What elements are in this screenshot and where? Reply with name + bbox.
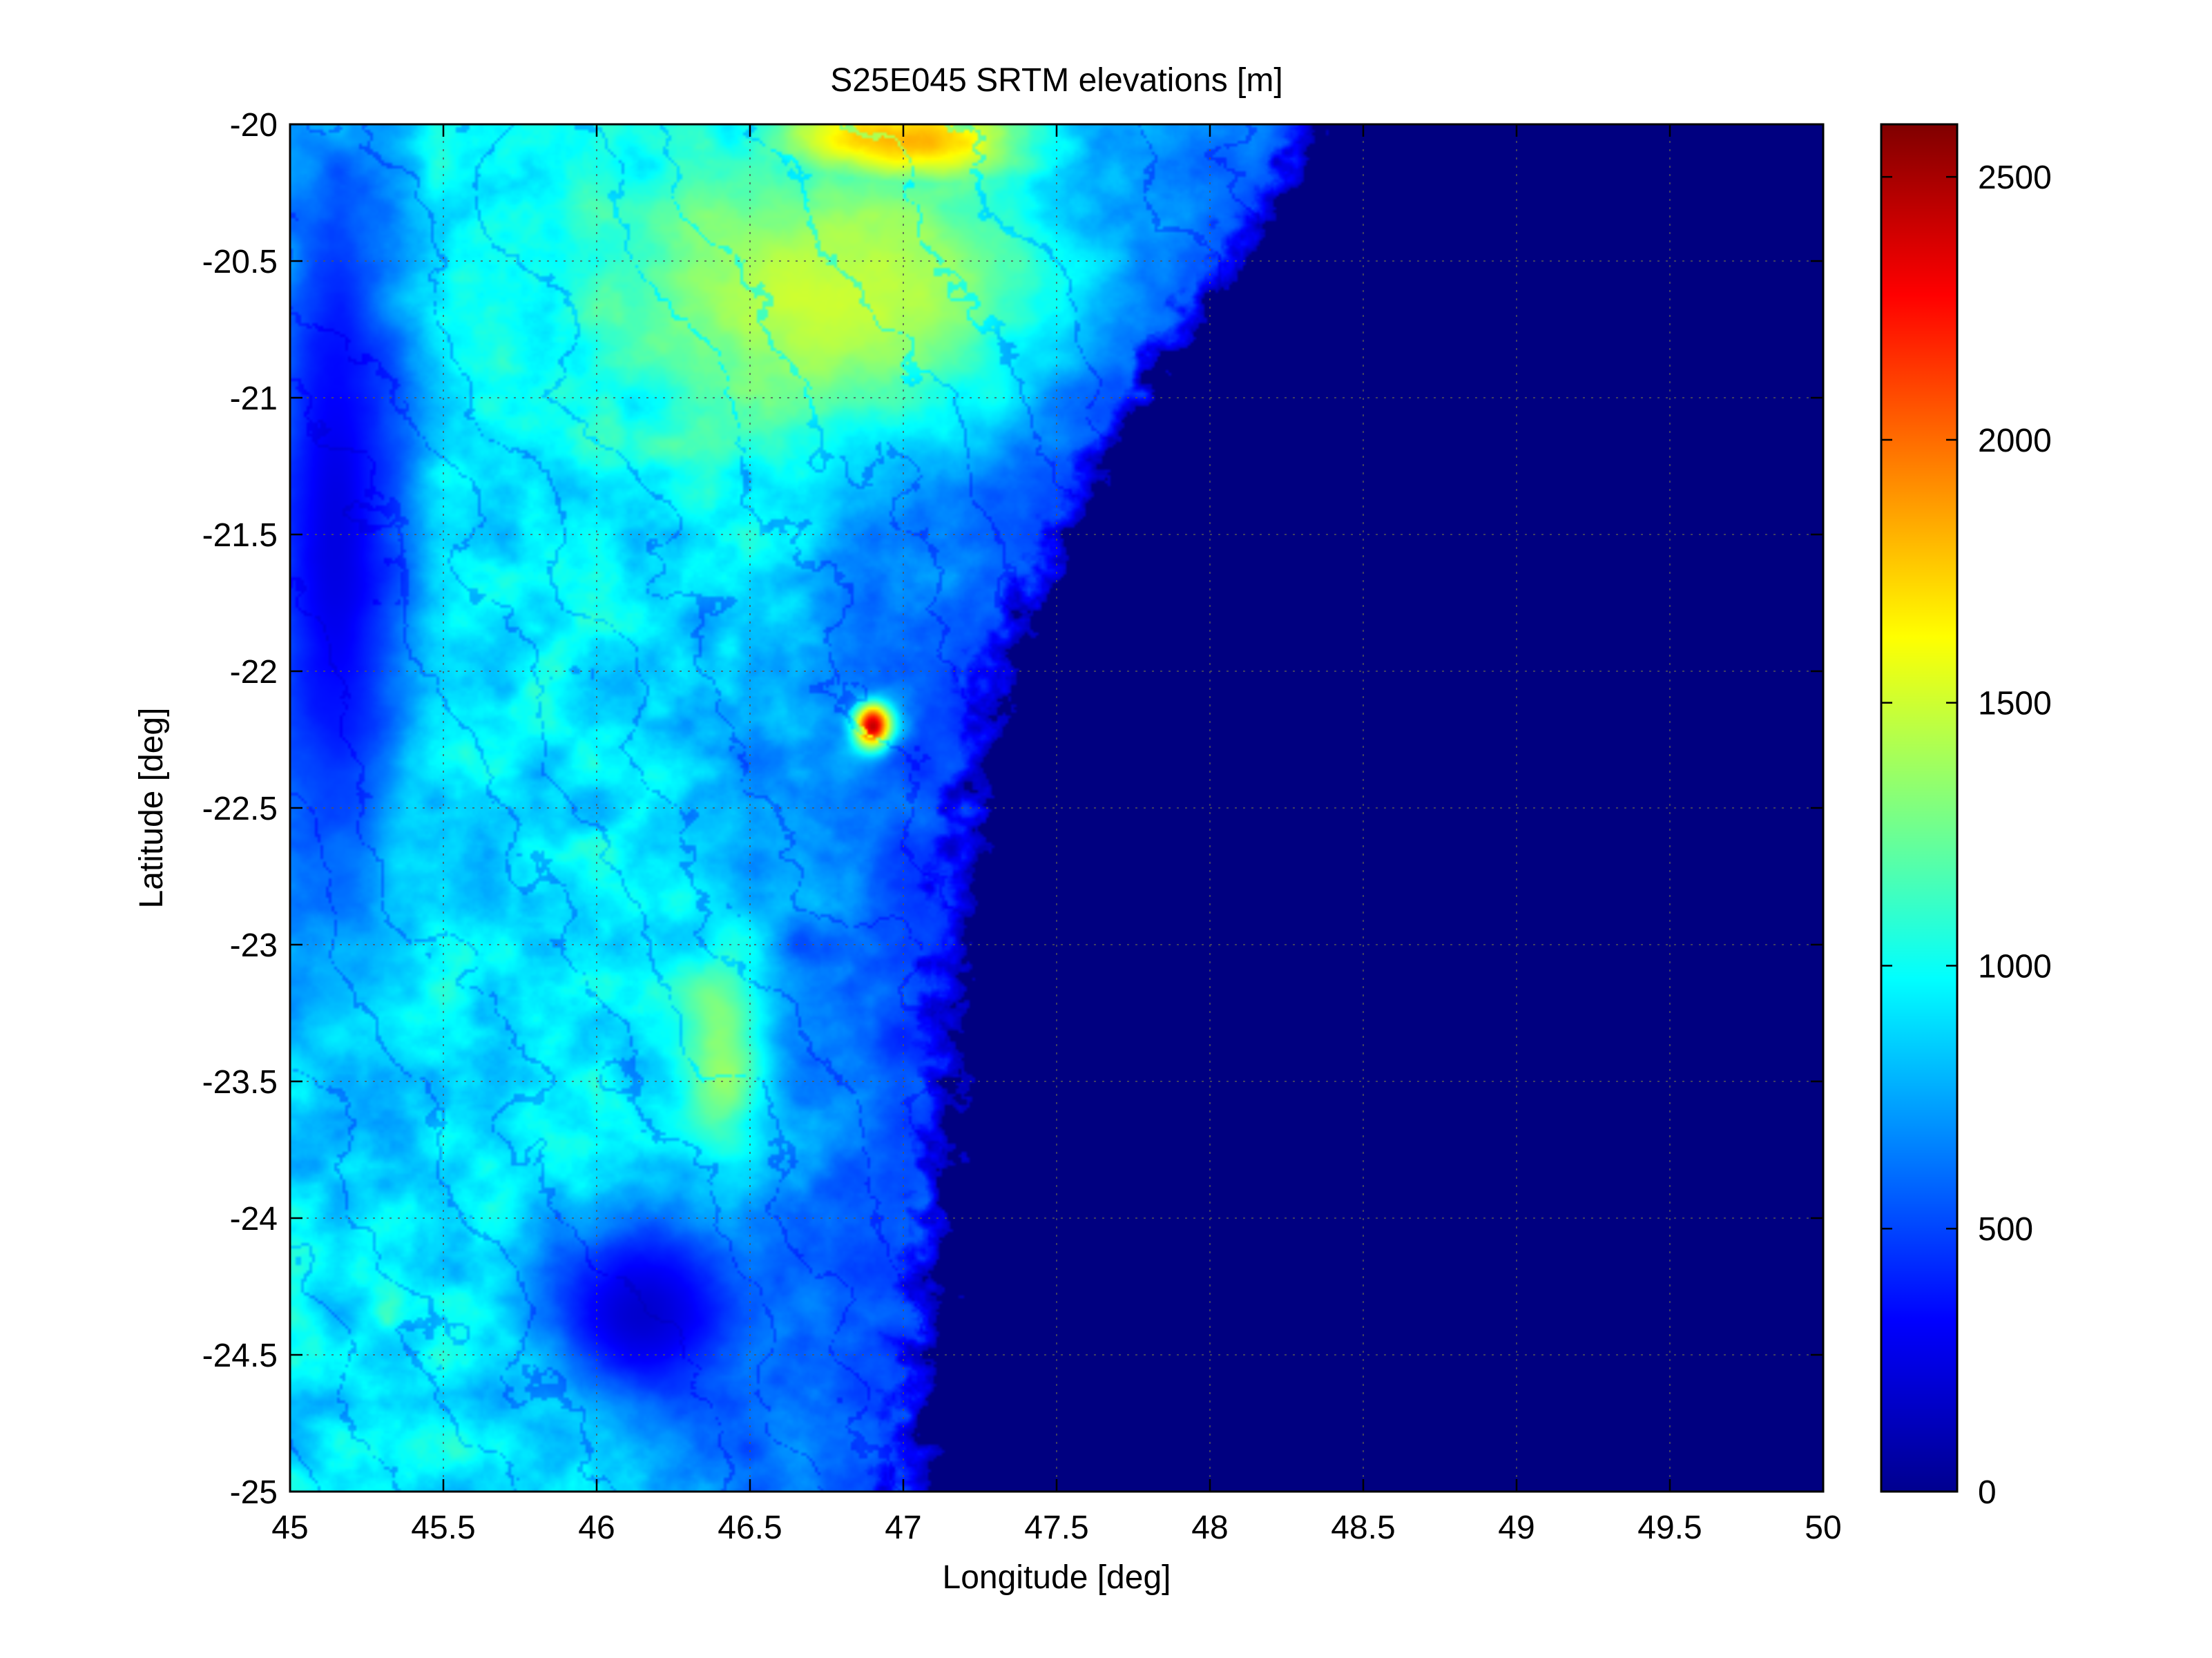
x-tick-label: 46	[578, 1510, 615, 1546]
colorbar-tick-label: 2000	[1978, 423, 2052, 459]
y-tick-label: -23	[230, 927, 278, 964]
x-tick-label: 47.5	[1024, 1510, 1088, 1546]
x-axis-ticks: 45 45.5 46 46.5 47 47.5 48 48.5 49 49.5 50	[271, 124, 1842, 1546]
x-tick-label: 48.5	[1331, 1510, 1395, 1546]
chart-title: S25E045 SRTM elevations [m]	[830, 62, 1282, 99]
colorbar-ticks: 0 500 1000 1500 2000 2500	[1881, 160, 2052, 1511]
y-tick-label: -22	[230, 654, 278, 691]
colorbar	[1880, 123, 1959, 1493]
y-tick-label: -25	[230, 1474, 278, 1511]
y-tick-label: -20.5	[202, 244, 278, 280]
y-tick-label: -24	[230, 1201, 278, 1237]
y-axis-label: Latitude [deg]	[133, 708, 170, 909]
x-tick-label: 45.5	[411, 1510, 475, 1546]
y-tick-label: -23.5	[202, 1064, 278, 1101]
x-tick-label: 47	[885, 1510, 921, 1546]
grid-lines	[290, 124, 1823, 1492]
x-tick-label: 49.5	[1637, 1510, 1702, 1546]
x-tick-label: 50	[1805, 1510, 1841, 1546]
y-axis-ticks: -20 -20.5 -21 -21.5 -22 -22.5 -23 -23.5 -24 -24.5…	[202, 107, 1823, 1511]
y-tick-label: -21	[230, 380, 278, 417]
y-tick-label: -21.5	[202, 517, 278, 554]
x-tick-label: 48	[1191, 1510, 1228, 1546]
colorbar-tick-label: 2500	[1978, 160, 2052, 196]
x-tick-label: 46.5	[718, 1510, 782, 1546]
x-axis-label: Longitude [deg]	[943, 1559, 1171, 1596]
x-tick-label: 49	[1498, 1510, 1535, 1546]
colorbar-tick-label: 1000	[1978, 948, 2052, 985]
x-tick-label: 45	[271, 1510, 308, 1546]
colorbar-tick-label: 500	[1978, 1211, 2033, 1248]
y-tick-label: -24.5	[202, 1338, 278, 1374]
y-tick-label: -20	[230, 107, 278, 144]
colorbar-tick-label: 0	[1978, 1474, 1997, 1511]
colorbar-tick-label: 1500	[1978, 686, 2052, 722]
y-tick-label: -22.5	[202, 791, 278, 827]
